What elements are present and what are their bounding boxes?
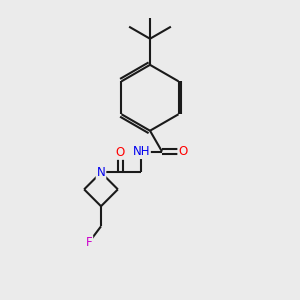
Text: F: F (85, 236, 92, 249)
Text: O: O (116, 146, 125, 159)
Text: N: N (97, 166, 105, 179)
Text: NH: NH (132, 145, 150, 158)
Text: O: O (178, 145, 188, 158)
